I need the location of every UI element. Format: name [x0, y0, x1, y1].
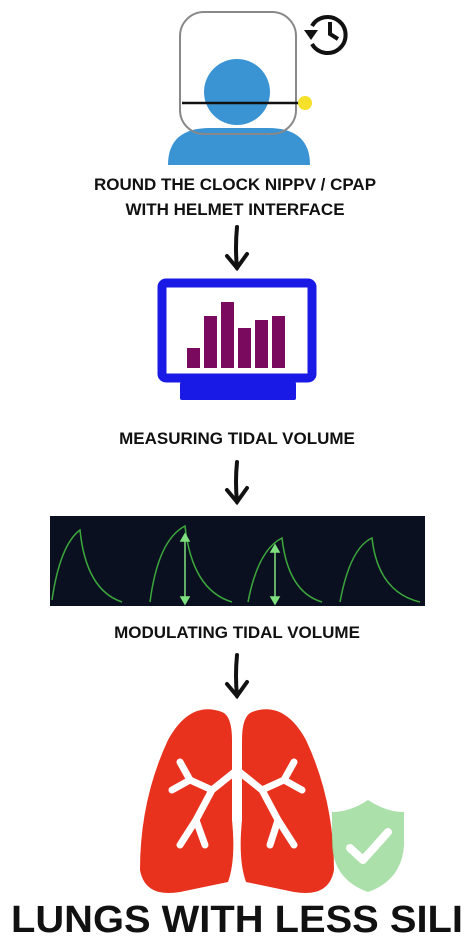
helmet-icon	[168, 11, 348, 165]
step-label: ROUND THE CLOCK NIPPV / CPAP	[94, 175, 376, 194]
step-label: WITH HELMET INTERFACE	[125, 200, 344, 219]
step-label: MODULATING TIDAL VOLUME	[114, 623, 360, 642]
outcome-title: LUNGS WITH LESS SILI	[11, 899, 463, 936]
arrow	[225, 225, 249, 272]
step-label: MEASURING TIDAL VOLUME	[119, 429, 355, 448]
arrow	[225, 460, 249, 506]
arrow	[225, 653, 249, 700]
shield-check-icon	[332, 800, 404, 892]
waveform-panel	[50, 516, 425, 606]
monitor-icon	[157, 278, 317, 400]
lungs-icon	[140, 709, 334, 894]
